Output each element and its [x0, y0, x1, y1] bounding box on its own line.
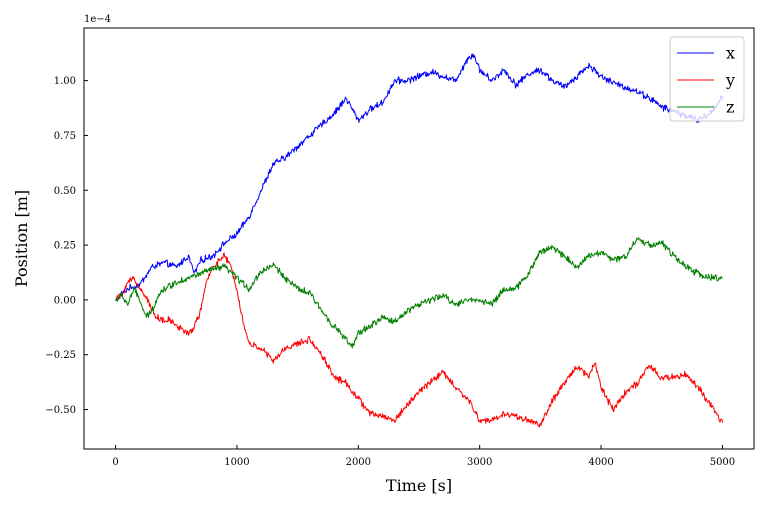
y-axis-offset-label: 1e−4: [84, 14, 111, 25]
y-axis-ticks: −0.50 −0.25 0.00 0.25 0.50 0.75 1.00: [45, 76, 88, 416]
legend: xyz: [669, 36, 745, 122]
legend-box: [669, 36, 745, 122]
y-tick-label: −0.50: [45, 405, 76, 416]
y-tick-label: 0.50: [54, 186, 76, 197]
legend-label-z: z: [726, 98, 734, 117]
x-tick-label: 4000: [588, 457, 613, 468]
x-tick-label: 0: [112, 457, 118, 468]
legend-label-y: y: [725, 71, 735, 90]
y-axis-label: Position [m]: [12, 190, 31, 287]
x-tick-label: 1000: [224, 457, 249, 468]
series-line-x: [115, 53, 723, 301]
x-tick-label: 5000: [710, 457, 735, 468]
legend-label-x: x: [726, 44, 735, 63]
x-tick-label: 2000: [346, 457, 371, 468]
series-line-y: [115, 252, 723, 428]
plot-frame: [83, 27, 755, 450]
y-tick-label: 0.25: [54, 241, 76, 252]
series-line-z: [115, 237, 723, 349]
y-tick-label: 0.75: [54, 131, 76, 142]
series-layer: [115, 53, 723, 428]
y-tick-label: 1.00: [54, 76, 76, 87]
x-tick-label: 3000: [467, 457, 492, 468]
x-axis-ticks: 0 1000 2000 3000 4000 5000: [112, 445, 735, 468]
y-tick-label: −0.25: [45, 350, 76, 361]
y-tick-label: 0.00: [54, 295, 76, 306]
x-axis-label: Time [s]: [386, 476, 452, 495]
